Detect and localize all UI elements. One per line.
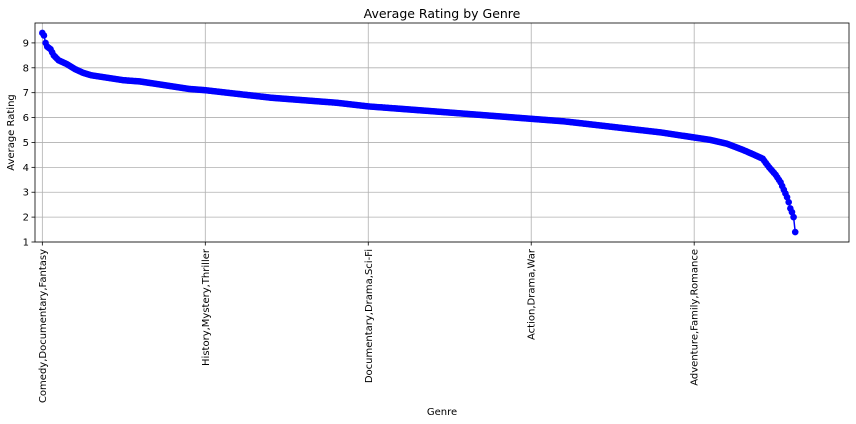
data-point bbox=[783, 193, 791, 201]
x-axis-ticks: Comedy,Documentary,Fantasy History,Myster… bbox=[38, 242, 701, 403]
y-tick-label: 5 bbox=[23, 138, 29, 149]
data-point bbox=[788, 208, 796, 216]
y-tick-label: 1 bbox=[23, 238, 29, 249]
data-points-layer bbox=[39, 29, 799, 236]
x-tick-label: Documentary,Drama,Sci-Fi bbox=[364, 249, 375, 383]
data-point bbox=[40, 32, 48, 39]
x-tick-label: Comedy,Documentary,Fantasy bbox=[38, 249, 49, 403]
x-tick-label: History,Mystery,Thriller bbox=[201, 248, 212, 366]
y-axis-ticks: 1 2 3 4 5 6 7 8 9 bbox=[23, 38, 35, 249]
grid-layer bbox=[35, 23, 849, 243]
y-tick-label: 8 bbox=[23, 63, 29, 74]
data-point bbox=[785, 198, 792, 206]
y-tick-label: 3 bbox=[23, 188, 29, 199]
x-axis-label: Genre bbox=[427, 407, 457, 418]
y-axis-label: Average Rating bbox=[6, 94, 17, 170]
x-tick-label: Adventure,Family,Romance bbox=[690, 249, 701, 386]
y-tick-label: 6 bbox=[23, 113, 29, 124]
y-tick-label: 2 bbox=[23, 213, 29, 224]
x-tick-label: Action,Drama,War bbox=[527, 248, 538, 340]
y-tick-label: 7 bbox=[23, 88, 29, 99]
data-point bbox=[791, 228, 799, 236]
y-tick-label: 9 bbox=[23, 38, 29, 49]
chart-title: Average Rating by Genre bbox=[364, 6, 521, 21]
data-point bbox=[790, 213, 797, 221]
y-tick-label: 4 bbox=[23, 163, 29, 174]
plot-frame bbox=[34, 22, 850, 243]
